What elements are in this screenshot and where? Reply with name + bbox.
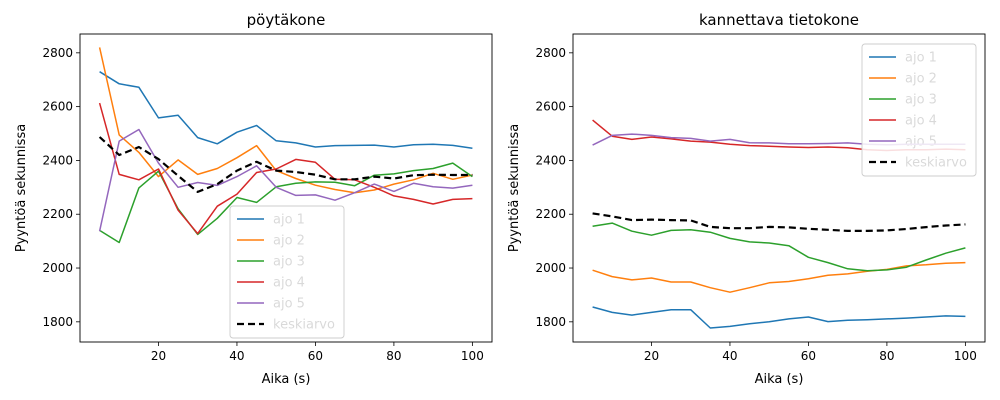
x-tick-label: 20 xyxy=(151,349,166,363)
y-tick-label: 2800 xyxy=(42,46,73,60)
y-tick-label: 2600 xyxy=(535,100,566,114)
x-tick-label: 20 xyxy=(644,349,659,363)
x-tick-label: 100 xyxy=(954,349,977,363)
legend-box xyxy=(861,43,977,177)
y-tick-label: 2000 xyxy=(42,261,73,275)
y-tick-label: 2200 xyxy=(42,207,73,221)
y-tick-label: 2200 xyxy=(535,207,566,221)
series-line-ajo-5 xyxy=(98,128,473,232)
series-line-ajo-3 xyxy=(592,222,966,272)
y-tick-label: 1800 xyxy=(535,315,566,329)
x-tick-label: 60 xyxy=(308,349,323,363)
series-line-ajo-1 xyxy=(592,306,966,329)
chart-title: pöytäkone xyxy=(247,11,326,29)
series-line-ajo-4 xyxy=(98,102,473,235)
x-tick-label: 100 xyxy=(461,349,484,363)
y-tick-label: 2000 xyxy=(535,261,566,275)
legend-box xyxy=(229,205,345,339)
x-tick-label: 40 xyxy=(722,349,737,363)
series-line-keskiarvo xyxy=(592,212,966,232)
y-tick-label: 1800 xyxy=(42,315,73,329)
y-tick-label: 2600 xyxy=(42,100,73,114)
series-line-keskiarvo xyxy=(98,136,473,193)
plot-frame xyxy=(79,33,493,343)
y-tick-label: 2400 xyxy=(535,153,566,167)
plot-frame xyxy=(572,33,986,343)
x-tick-label: 60 xyxy=(801,349,816,363)
x-tick-label: 80 xyxy=(879,349,894,363)
y-tick-label: 2400 xyxy=(42,153,73,167)
series-line-ajo-2 xyxy=(98,47,473,194)
series-line-ajo-1 xyxy=(99,71,473,150)
y-axis-label: Pyyntöä sekunnissa xyxy=(14,124,29,252)
series-line-ajo-2 xyxy=(592,261,966,293)
x-tick-label: 80 xyxy=(386,349,401,363)
x-axis-label: Aika (s) xyxy=(755,372,804,387)
y-axis-label: Pyyntöä sekunnissa xyxy=(507,124,522,252)
x-axis-label: Aika (s) xyxy=(262,372,311,387)
chart-title: kannettava tietokone xyxy=(699,11,859,29)
x-tick-label: 40 xyxy=(229,349,244,363)
y-tick-label: 2800 xyxy=(535,46,566,60)
